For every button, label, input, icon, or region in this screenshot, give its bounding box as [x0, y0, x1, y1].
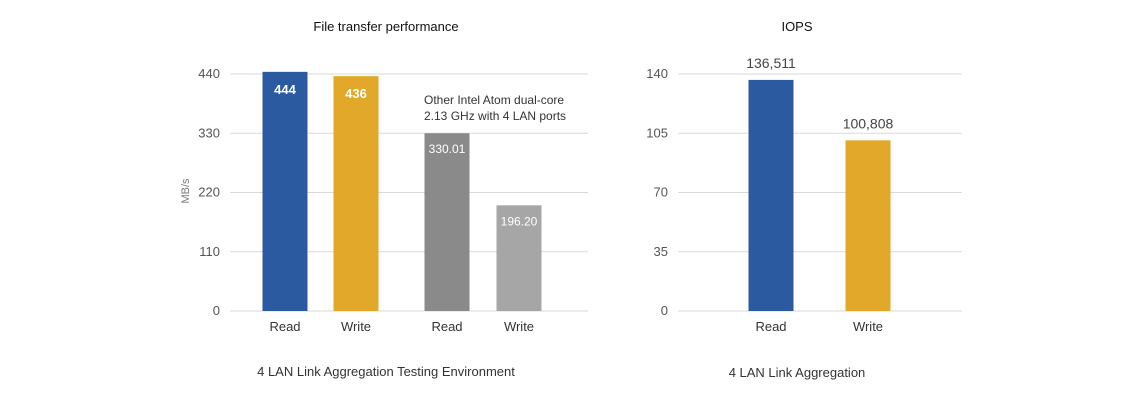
chart2-title: IOPS — [781, 19, 812, 34]
category-label: Write — [341, 319, 371, 334]
chart2-gridlines — [678, 73, 962, 312]
y-tick-label: 105 — [646, 125, 668, 140]
chart1-bars — [262, 71, 542, 312]
chart2-y-ticks: 0 35 70 105 140 — [646, 66, 668, 318]
data-label: 330.01 — [429, 142, 466, 156]
chart2-category-labels: Read Write — [755, 319, 883, 334]
y-tick-label: 0 — [213, 303, 220, 318]
data-label: 444 — [274, 82, 296, 97]
bar-write — [496, 205, 542, 311]
bar-read — [424, 133, 470, 311]
chart1-y-ticks: 0 110 220 330 440 — [198, 66, 220, 318]
bar-write — [845, 140, 891, 311]
y-tick-label: 440 — [198, 66, 220, 81]
chart1-y-axis-label: MB/s — [180, 178, 192, 204]
chart1-category-labels: Read Write Read Write — [269, 319, 534, 334]
chart2-bars — [748, 79, 891, 312]
data-label: 100,808 — [843, 115, 894, 131]
bar-read — [262, 71, 308, 311]
data-label: 136,511 — [746, 55, 796, 71]
chart1-note-line-2: 2.13 GHz with 4 LAN ports — [424, 109, 566, 123]
chart1-data-labels: 444 436 330.01 196.20 — [274, 82, 538, 228]
y-tick-label: 220 — [198, 185, 220, 200]
y-tick-label: 0 — [661, 303, 668, 318]
bar-write — [333, 76, 379, 312]
data-label: 436 — [345, 86, 367, 101]
y-tick-label: 70 — [654, 185, 668, 200]
chart1-caption: 4 LAN Link Aggregation Testing Environme… — [257, 364, 515, 379]
file-transfer-chart: File transfer performance 0110220330440 … — [180, 19, 588, 379]
category-label: Read — [431, 319, 462, 334]
chart1-note-line-1: Other Intel Atom dual-core — [424, 93, 564, 107]
chart1-title: File transfer performance — [313, 19, 458, 34]
y-tick-label: 140 — [646, 66, 668, 81]
category-label: Write — [504, 319, 534, 334]
bar-read — [748, 79, 794, 312]
data-label: 196.20 — [501, 214, 538, 228]
y-tick-label: 35 — [654, 244, 668, 259]
iops-chart: IOPS 0 35 70 105 140 136,511 100,808 Read Writ… — [646, 19, 962, 380]
category-label: Read — [755, 319, 786, 334]
chart2-data-labels: 136,511 100,808 — [746, 55, 893, 131]
y-tick-label: 110 — [199, 244, 220, 259]
y-tick-label: 330 — [198, 125, 220, 140]
category-label: Write — [853, 319, 883, 334]
chart2-caption: 4 LAN Link Aggregation — [729, 365, 866, 380]
category-label: Read — [269, 319, 300, 334]
